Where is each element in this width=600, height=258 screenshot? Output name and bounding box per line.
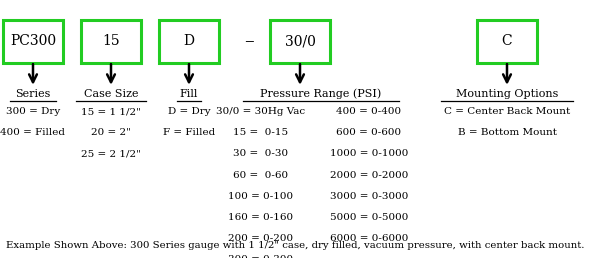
Text: 30/0 = 30Hg Vac: 30/0 = 30Hg Vac (217, 107, 305, 116)
Text: B = Bottom Mount: B = Bottom Mount (458, 128, 557, 137)
Text: 5000 = 0-5000: 5000 = 0-5000 (330, 213, 408, 222)
Text: 300 = Dry: 300 = Dry (6, 107, 60, 116)
Text: Case Size: Case Size (84, 89, 138, 99)
Text: PC300: PC300 (10, 34, 56, 48)
Text: Series: Series (16, 89, 50, 99)
Text: 3000 = 0-3000: 3000 = 0-3000 (330, 192, 408, 201)
Text: 60 =  0-60: 60 = 0-60 (233, 171, 289, 180)
Text: F = Filled: F = Filled (163, 128, 215, 137)
Text: 2000 = 0-2000: 2000 = 0-2000 (330, 171, 408, 180)
FancyBboxPatch shape (270, 20, 330, 63)
Text: 300 = 0-300: 300 = 0-300 (229, 255, 293, 258)
Text: 1000 = 0-1000: 1000 = 0-1000 (330, 149, 408, 158)
Text: C: C (502, 34, 512, 48)
Text: D: D (184, 34, 194, 48)
Text: 400 = Filled: 400 = Filled (1, 128, 65, 137)
Text: 20 = 2": 20 = 2" (91, 128, 131, 137)
Text: 15: 15 (102, 34, 120, 48)
Text: 160 = 0-160: 160 = 0-160 (229, 213, 293, 222)
FancyBboxPatch shape (477, 20, 537, 63)
Text: 30/0: 30/0 (284, 34, 316, 48)
FancyBboxPatch shape (159, 20, 219, 63)
Text: 30 =  0-30: 30 = 0-30 (233, 149, 289, 158)
Text: Mounting Options: Mounting Options (456, 89, 558, 99)
Text: 600 = 0-600: 600 = 0-600 (337, 128, 401, 137)
Text: 15 =  0-15: 15 = 0-15 (233, 128, 289, 137)
Text: Example Shown Above: 300 Series gauge with 1 1/2" case, dry filled, vacuum press: Example Shown Above: 300 Series gauge wi… (6, 241, 584, 250)
FancyBboxPatch shape (81, 20, 141, 63)
Text: –: – (244, 32, 254, 50)
Text: 100 = 0-100: 100 = 0-100 (229, 192, 293, 201)
Text: C = Center Back Mount: C = Center Back Mount (444, 107, 570, 116)
Text: 400 = 0-400: 400 = 0-400 (337, 107, 401, 116)
Text: 15 = 1 1/2": 15 = 1 1/2" (81, 107, 141, 116)
Text: Pressure Range (PSI): Pressure Range (PSI) (260, 89, 382, 99)
Text: Fill: Fill (180, 89, 198, 99)
Text: 25 = 2 1/2": 25 = 2 1/2" (81, 149, 141, 158)
Text: 6000 = 0-6000: 6000 = 0-6000 (330, 234, 408, 243)
Text: D = Dry: D = Dry (167, 107, 211, 116)
Text: 200 = 0-200: 200 = 0-200 (229, 234, 293, 243)
FancyBboxPatch shape (3, 20, 63, 63)
